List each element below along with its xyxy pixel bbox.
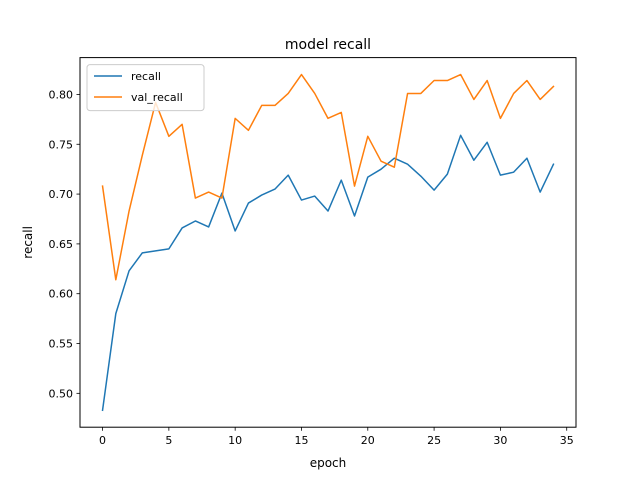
y-tick-label: 0.60 xyxy=(49,288,74,301)
y-tick-label: 0.55 xyxy=(49,338,74,351)
chart-title: model recall xyxy=(285,37,371,53)
x-tick-label: 5 xyxy=(165,434,172,447)
series-line-recall xyxy=(101,134,555,412)
y-tick-label: 0.75 xyxy=(49,138,74,151)
series-layer xyxy=(101,73,555,412)
x-tick-label: 35 xyxy=(560,434,574,447)
y-tick-label: 0.50 xyxy=(49,387,74,400)
y-tick-label: 0.65 xyxy=(49,238,74,251)
legend: recall val_recall xyxy=(86,64,205,112)
x-tick-label: 15 xyxy=(294,434,308,447)
x-tick-label: 30 xyxy=(493,434,507,447)
series-line-val-recall xyxy=(101,73,555,281)
plot-area xyxy=(79,57,577,428)
legend-label-recall: recall xyxy=(131,70,161,83)
axes-frame xyxy=(79,57,577,428)
y-tick-label: 0.80 xyxy=(49,88,74,101)
y-axis: 0.50 0.55 0.60 0.65 0.70 0.75 0.80 xyxy=(49,88,80,400)
y-tick-label: 0.70 xyxy=(49,188,74,201)
x-tick-label: 10 xyxy=(228,434,242,447)
x-tick-label: 20 xyxy=(361,434,375,447)
x-axis-label: epoch xyxy=(310,456,347,470)
x-axis: 0 5 10 15 20 25 30 35 xyxy=(99,427,574,447)
x-tick-label: 0 xyxy=(99,434,106,447)
y-axis-label: recall xyxy=(21,226,35,259)
x-tick-label: 25 xyxy=(427,434,441,447)
legend-label-val-recall: val_recall xyxy=(131,91,183,104)
